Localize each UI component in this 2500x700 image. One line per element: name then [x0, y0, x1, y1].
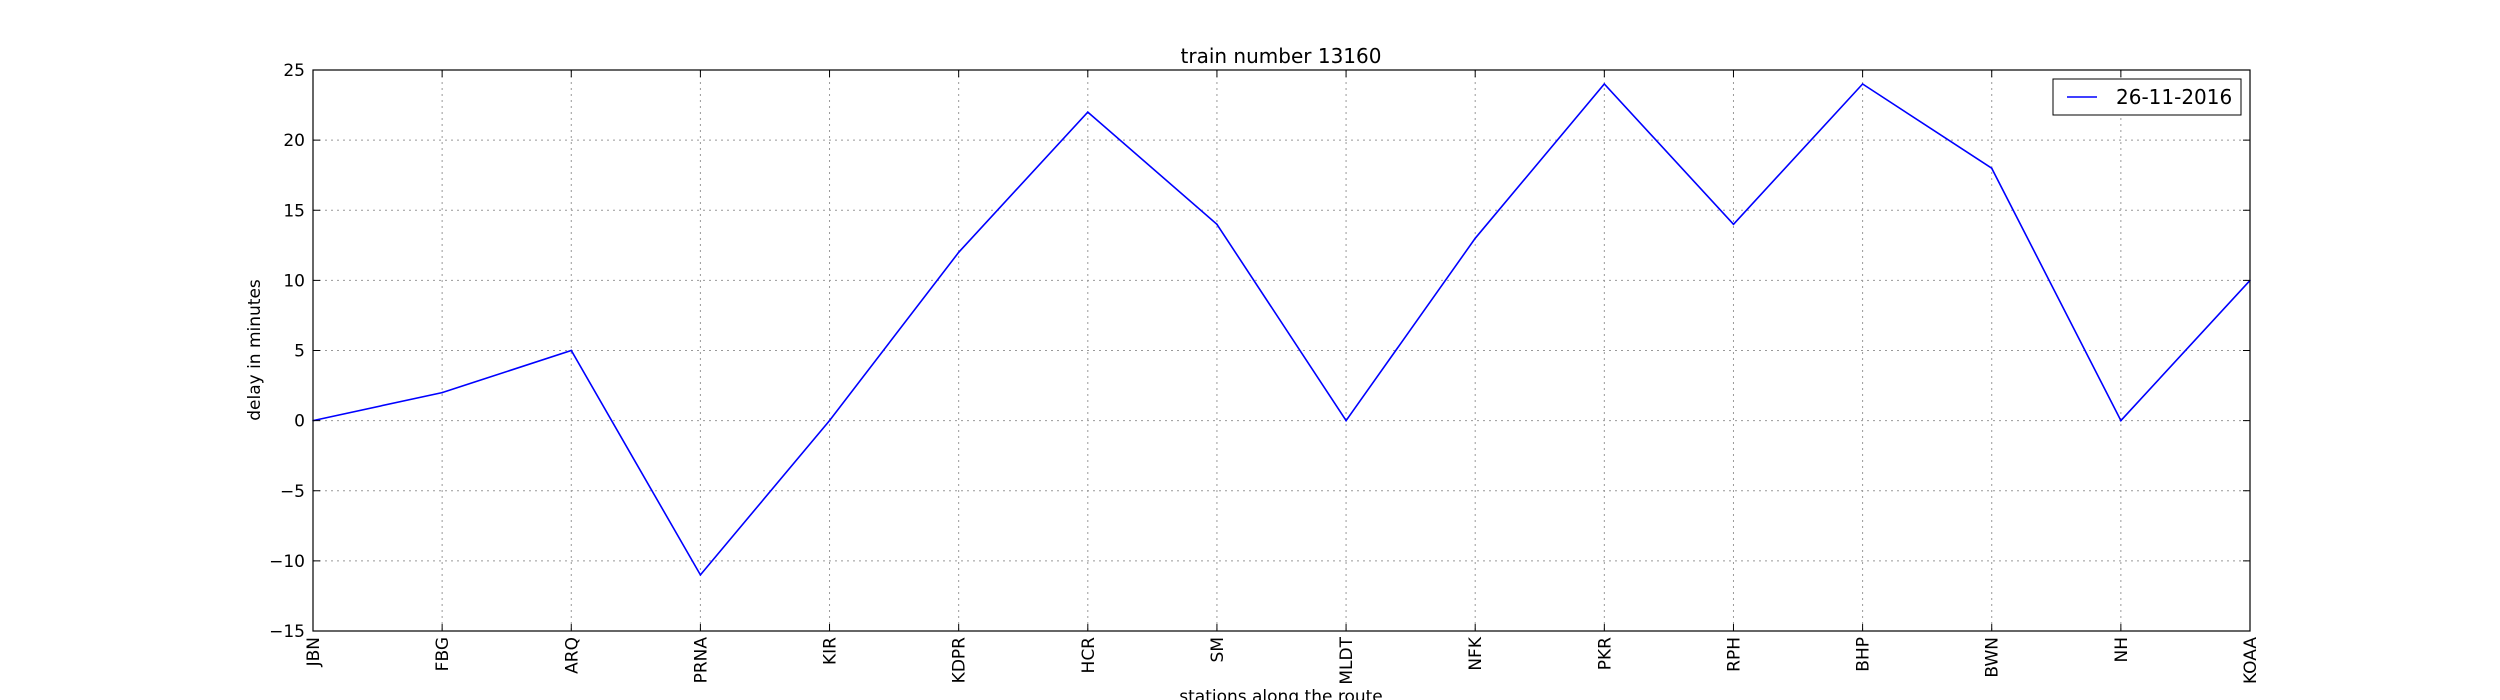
x-tick-label: SM — [1208, 637, 1228, 662]
data-point — [2120, 419, 2122, 422]
series-layer — [312, 82, 2251, 577]
data-point — [1345, 419, 1347, 422]
x-tick-label: PRNA — [691, 637, 711, 684]
legend-label: 26-11-2016 — [2116, 85, 2232, 109]
y-tick-label: 25 — [283, 61, 305, 81]
y-tick-label: 10 — [283, 271, 305, 291]
x-tick-label: RPH — [1724, 637, 1744, 672]
data-point — [1732, 223, 1735, 226]
data-point — [1474, 237, 1476, 240]
data-point — [957, 251, 960, 254]
data-point — [441, 391, 443, 394]
y-tick-label: −5 — [280, 482, 305, 502]
data-point — [828, 419, 831, 422]
y-axis-title: delay in minutes — [245, 279, 265, 421]
data-point — [570, 349, 573, 352]
y-tick-label: −10 — [269, 552, 305, 572]
x-tick-label: NFK — [1466, 636, 1486, 670]
series-line — [312, 82, 2251, 577]
x-tick-label: KIR — [821, 637, 841, 665]
x-tick-label: KOAA — [2241, 637, 2261, 684]
data-point — [1087, 111, 1089, 113]
x-axis: JBN FBG ARQ PRNA KIR KDPR HCR SM MLDT NFK PKR RPH BH… — [304, 70, 2261, 685]
chart-title: train number 13160 — [1181, 44, 1382, 68]
data-point — [1861, 83, 1864, 85]
plot-frame — [312, 69, 2251, 632]
x-tick-label: KDPR — [950, 637, 970, 683]
x-tick-label: PKR — [1595, 637, 1615, 670]
y-tick-label: 15 — [283, 201, 305, 221]
legend: 26-11-2016 — [2052, 78, 2242, 116]
y-axis: −15 −10 −5 0 5 10 15 20 25 — [269, 61, 2250, 642]
x-axis-title: stations along the route — [1179, 687, 1383, 700]
x-tick-label: NH — [2112, 637, 2132, 663]
y-tick-label: 20 — [283, 131, 305, 151]
grid-lines — [313, 70, 2250, 631]
y-tick-label: −15 — [269, 622, 305, 642]
data-point — [1990, 167, 1993, 169]
x-tick-label: JBN — [304, 637, 324, 667]
data-point — [699, 574, 702, 576]
x-tick-label: MLDT — [1337, 636, 1357, 684]
x-tick-label: BHP — [1854, 637, 1874, 672]
y-tick-label: 0 — [294, 412, 305, 432]
x-tick-label: BWN — [1983, 637, 2003, 678]
x-tick-label: ARQ — [562, 637, 582, 674]
x-tick-label: HCR — [1079, 637, 1099, 674]
data-point — [1216, 223, 1218, 226]
y-tick-label: 5 — [294, 342, 305, 362]
data-point — [1603, 83, 1606, 85]
x-tick-label: FBG — [433, 637, 453, 671]
